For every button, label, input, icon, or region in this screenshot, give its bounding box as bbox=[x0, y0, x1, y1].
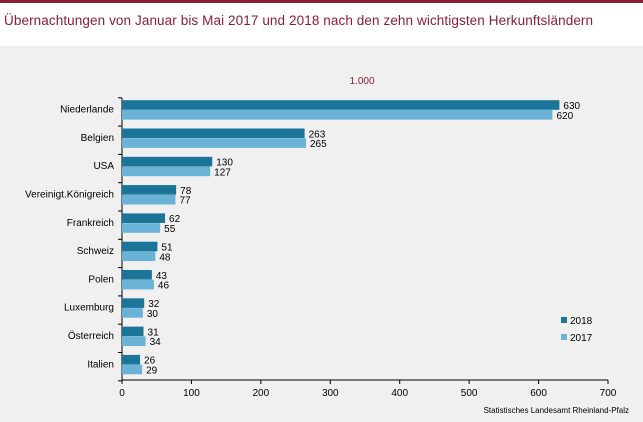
bar-2017 bbox=[122, 138, 306, 148]
bar-2017 bbox=[122, 279, 154, 290]
bar-2017 bbox=[122, 251, 156, 262]
data-label-2017: 127 bbox=[214, 167, 231, 178]
bar-2018 bbox=[122, 156, 213, 167]
data-label-2017: 77 bbox=[179, 196, 191, 207]
category-label: Vereinigt.Königreich bbox=[25, 190, 114, 201]
bar-2017 bbox=[122, 308, 143, 318]
category-label: Niederlande bbox=[60, 105, 114, 116]
category-label: Schweiz bbox=[77, 246, 114, 257]
data-label-2018: 26 bbox=[144, 356, 156, 367]
legend-label-2018: 2018 bbox=[570, 316, 593, 327]
bar-2017 bbox=[122, 110, 553, 120]
x-tick-label: 700 bbox=[600, 388, 617, 399]
data-label-2017: 265 bbox=[310, 139, 327, 150]
legend-label-2017: 2017 bbox=[570, 333, 593, 344]
legend-swatch-2018 bbox=[561, 317, 567, 323]
category-label: Polen bbox=[88, 274, 114, 285]
bar-2018 bbox=[122, 100, 560, 110]
bar-chart: 1.000 0 100 200 300 400 500 600 700 Niederlande 63… bbox=[25, 76, 629, 415]
data-label-2018: 31 bbox=[148, 327, 160, 338]
chart-title: Übernachtungen von Januar bis Mai 2017 u… bbox=[4, 13, 594, 28]
data-label-2018: 43 bbox=[156, 271, 168, 282]
bar-2017 bbox=[122, 166, 211, 177]
data-label-2018: 263 bbox=[309, 129, 326, 140]
data-label-2018: 630 bbox=[563, 101, 580, 112]
bar-2018 bbox=[122, 213, 166, 223]
bar-2018 bbox=[122, 241, 158, 252]
data-label-2018: 62 bbox=[169, 214, 181, 225]
category-label: USA bbox=[93, 161, 114, 172]
x-tick-label: 400 bbox=[391, 388, 408, 399]
data-label-2018: 32 bbox=[148, 299, 160, 310]
data-label-2018: 51 bbox=[161, 243, 173, 254]
x-tick-label: 500 bbox=[461, 388, 478, 399]
source-note: Statistisches Landesamt Rheinland-Pfalz bbox=[484, 406, 629, 415]
bar-2018 bbox=[122, 128, 305, 139]
x-tick-label: 600 bbox=[530, 388, 547, 399]
bar-2017 bbox=[122, 336, 146, 346]
bar-2018 bbox=[122, 185, 177, 195]
bar-2018 bbox=[122, 326, 144, 337]
bar-2017 bbox=[122, 223, 161, 233]
data-label-2017: 620 bbox=[556, 111, 573, 122]
data-label-2018: 130 bbox=[216, 158, 233, 169]
x-tick-label: 200 bbox=[253, 388, 270, 399]
x-tick-label: 100 bbox=[183, 388, 200, 399]
data-label-2017: 55 bbox=[164, 224, 176, 235]
data-label-2017: 46 bbox=[158, 281, 170, 292]
category-label: Italien bbox=[87, 359, 114, 370]
category-label: Belgien bbox=[81, 133, 114, 144]
bar-2018 bbox=[122, 298, 145, 308]
data-label-2017: 29 bbox=[146, 366, 158, 377]
top-rule bbox=[0, 0, 643, 3]
data-label-2018: 78 bbox=[180, 186, 192, 197]
bar-2018 bbox=[122, 354, 141, 365]
x-tick-label: 0 bbox=[119, 388, 125, 399]
data-label-2017: 30 bbox=[147, 309, 159, 320]
bar-2017 bbox=[122, 364, 143, 375]
data-label-2017: 34 bbox=[150, 337, 162, 348]
bar-2018 bbox=[122, 270, 152, 280]
category-label: Luxemburg bbox=[64, 303, 114, 314]
unit-label: 1.000 bbox=[349, 76, 374, 87]
legend-swatch-2017 bbox=[561, 334, 567, 340]
x-tick-label: 300 bbox=[322, 388, 339, 399]
category-label: Frankreich bbox=[67, 218, 114, 229]
data-label-2017: 48 bbox=[159, 252, 171, 263]
chart-panel: 1.000 0 100 200 300 400 500 600 700 Niederlande 63… bbox=[0, 46, 643, 422]
bar-2017 bbox=[122, 194, 176, 205]
category-label: Österreich bbox=[68, 330, 114, 342]
